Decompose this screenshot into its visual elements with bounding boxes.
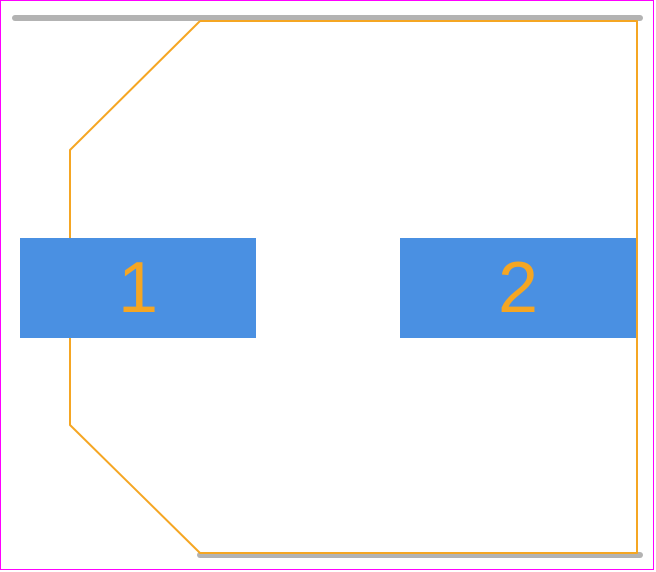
diagram-canvas: 12: [0, 0, 656, 572]
pad-label: 2: [498, 247, 538, 329]
pad-label: 1: [118, 247, 158, 329]
pad-1: 1: [20, 238, 256, 338]
pad-2: 2: [400, 238, 636, 338]
